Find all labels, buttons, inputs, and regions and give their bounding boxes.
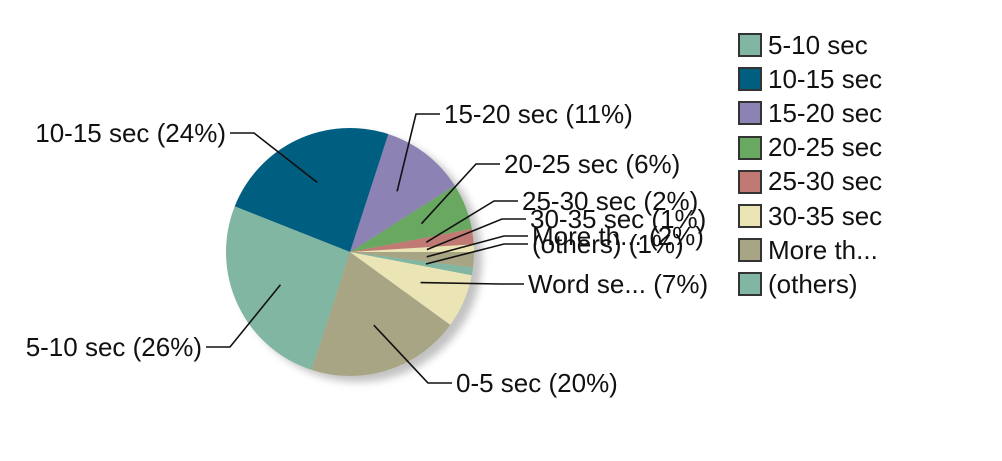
leader-line [425, 243, 528, 265]
leader-line [426, 218, 526, 251]
legend-label: 20-25 sec [768, 132, 883, 163]
legend-item: 10-15 sec [738, 62, 882, 96]
pie-slice-others[interactable] [350, 252, 474, 276]
slice-label: (others) (1%) [532, 229, 684, 259]
legend-swatch [738, 67, 762, 92]
legend-label: 30-35 sec [768, 200, 883, 231]
legend-swatch [738, 204, 762, 229]
slice-label: 15-20 sec (11%) [444, 99, 633, 129]
legend-item: (others) [738, 267, 882, 301]
pie-slice-30-35-sec[interactable] [350, 244, 474, 252]
leader-line [373, 324, 452, 384]
pie-slice-0-5-sec[interactable] [311, 252, 451, 377]
legend-item: More th... [738, 233, 882, 267]
slice-label: 10-15 sec (24%) [35, 118, 226, 148]
legend-label: 25-30 sec [768, 166, 883, 197]
legend-swatch [738, 135, 762, 160]
slice-label: 0-5 sec (20%) [456, 368, 618, 398]
leader-line [425, 200, 518, 244]
slice-label: 20-25 sec (6%) [504, 149, 680, 179]
slice-label: Word se... (7%) [528, 269, 708, 299]
pie-slice-word-se[interactable] [350, 252, 472, 325]
legend-swatch [738, 272, 762, 297]
leader-line [420, 281, 524, 285]
legend-item: 5-10 sec [738, 28, 882, 62]
legend-swatch [738, 238, 762, 263]
legend-label: 15-20 sec [768, 97, 883, 128]
legend-label: (others) [768, 268, 858, 299]
leader-line [396, 113, 440, 192]
leader-line [230, 132, 318, 184]
slice-label: 30-35 sec (1%) [530, 204, 706, 234]
legend: 5-10 sec 10-15 sec 15-20 sec 20-25 sec 25-30… [738, 28, 882, 302]
legend-swatch [738, 33, 762, 58]
legend-swatch [738, 169, 762, 194]
pie-slice-5-10-sec[interactable] [225, 206, 350, 370]
legend-item: 20-25 sec [738, 131, 882, 165]
legend-item: 25-30 sec [738, 165, 882, 199]
pie-slice-more-th[interactable] [350, 252, 474, 268]
slice-label: 25-30 sec (2%) [522, 186, 698, 216]
leader-line [426, 235, 528, 258]
pie-slice-10-15-sec[interactable] [234, 127, 389, 252]
legend-item: 15-20 sec [738, 96, 882, 130]
pie-slice-25-30-sec[interactable] [350, 228, 474, 252]
leader-line [206, 284, 282, 348]
legend-label: 5-10 sec [768, 29, 868, 60]
slice-label: 5-10 sec (26%) [26, 332, 202, 362]
legend-label: 10-15 sec [768, 63, 883, 94]
legend-item: 30-35 sec [738, 199, 882, 233]
legend-swatch [738, 101, 762, 126]
leader-line [420, 163, 500, 225]
pie-slice-15-20-sec[interactable] [350, 134, 455, 252]
legend-label: More th... [768, 234, 878, 265]
slice-label: More th... (2%) [532, 221, 704, 251]
